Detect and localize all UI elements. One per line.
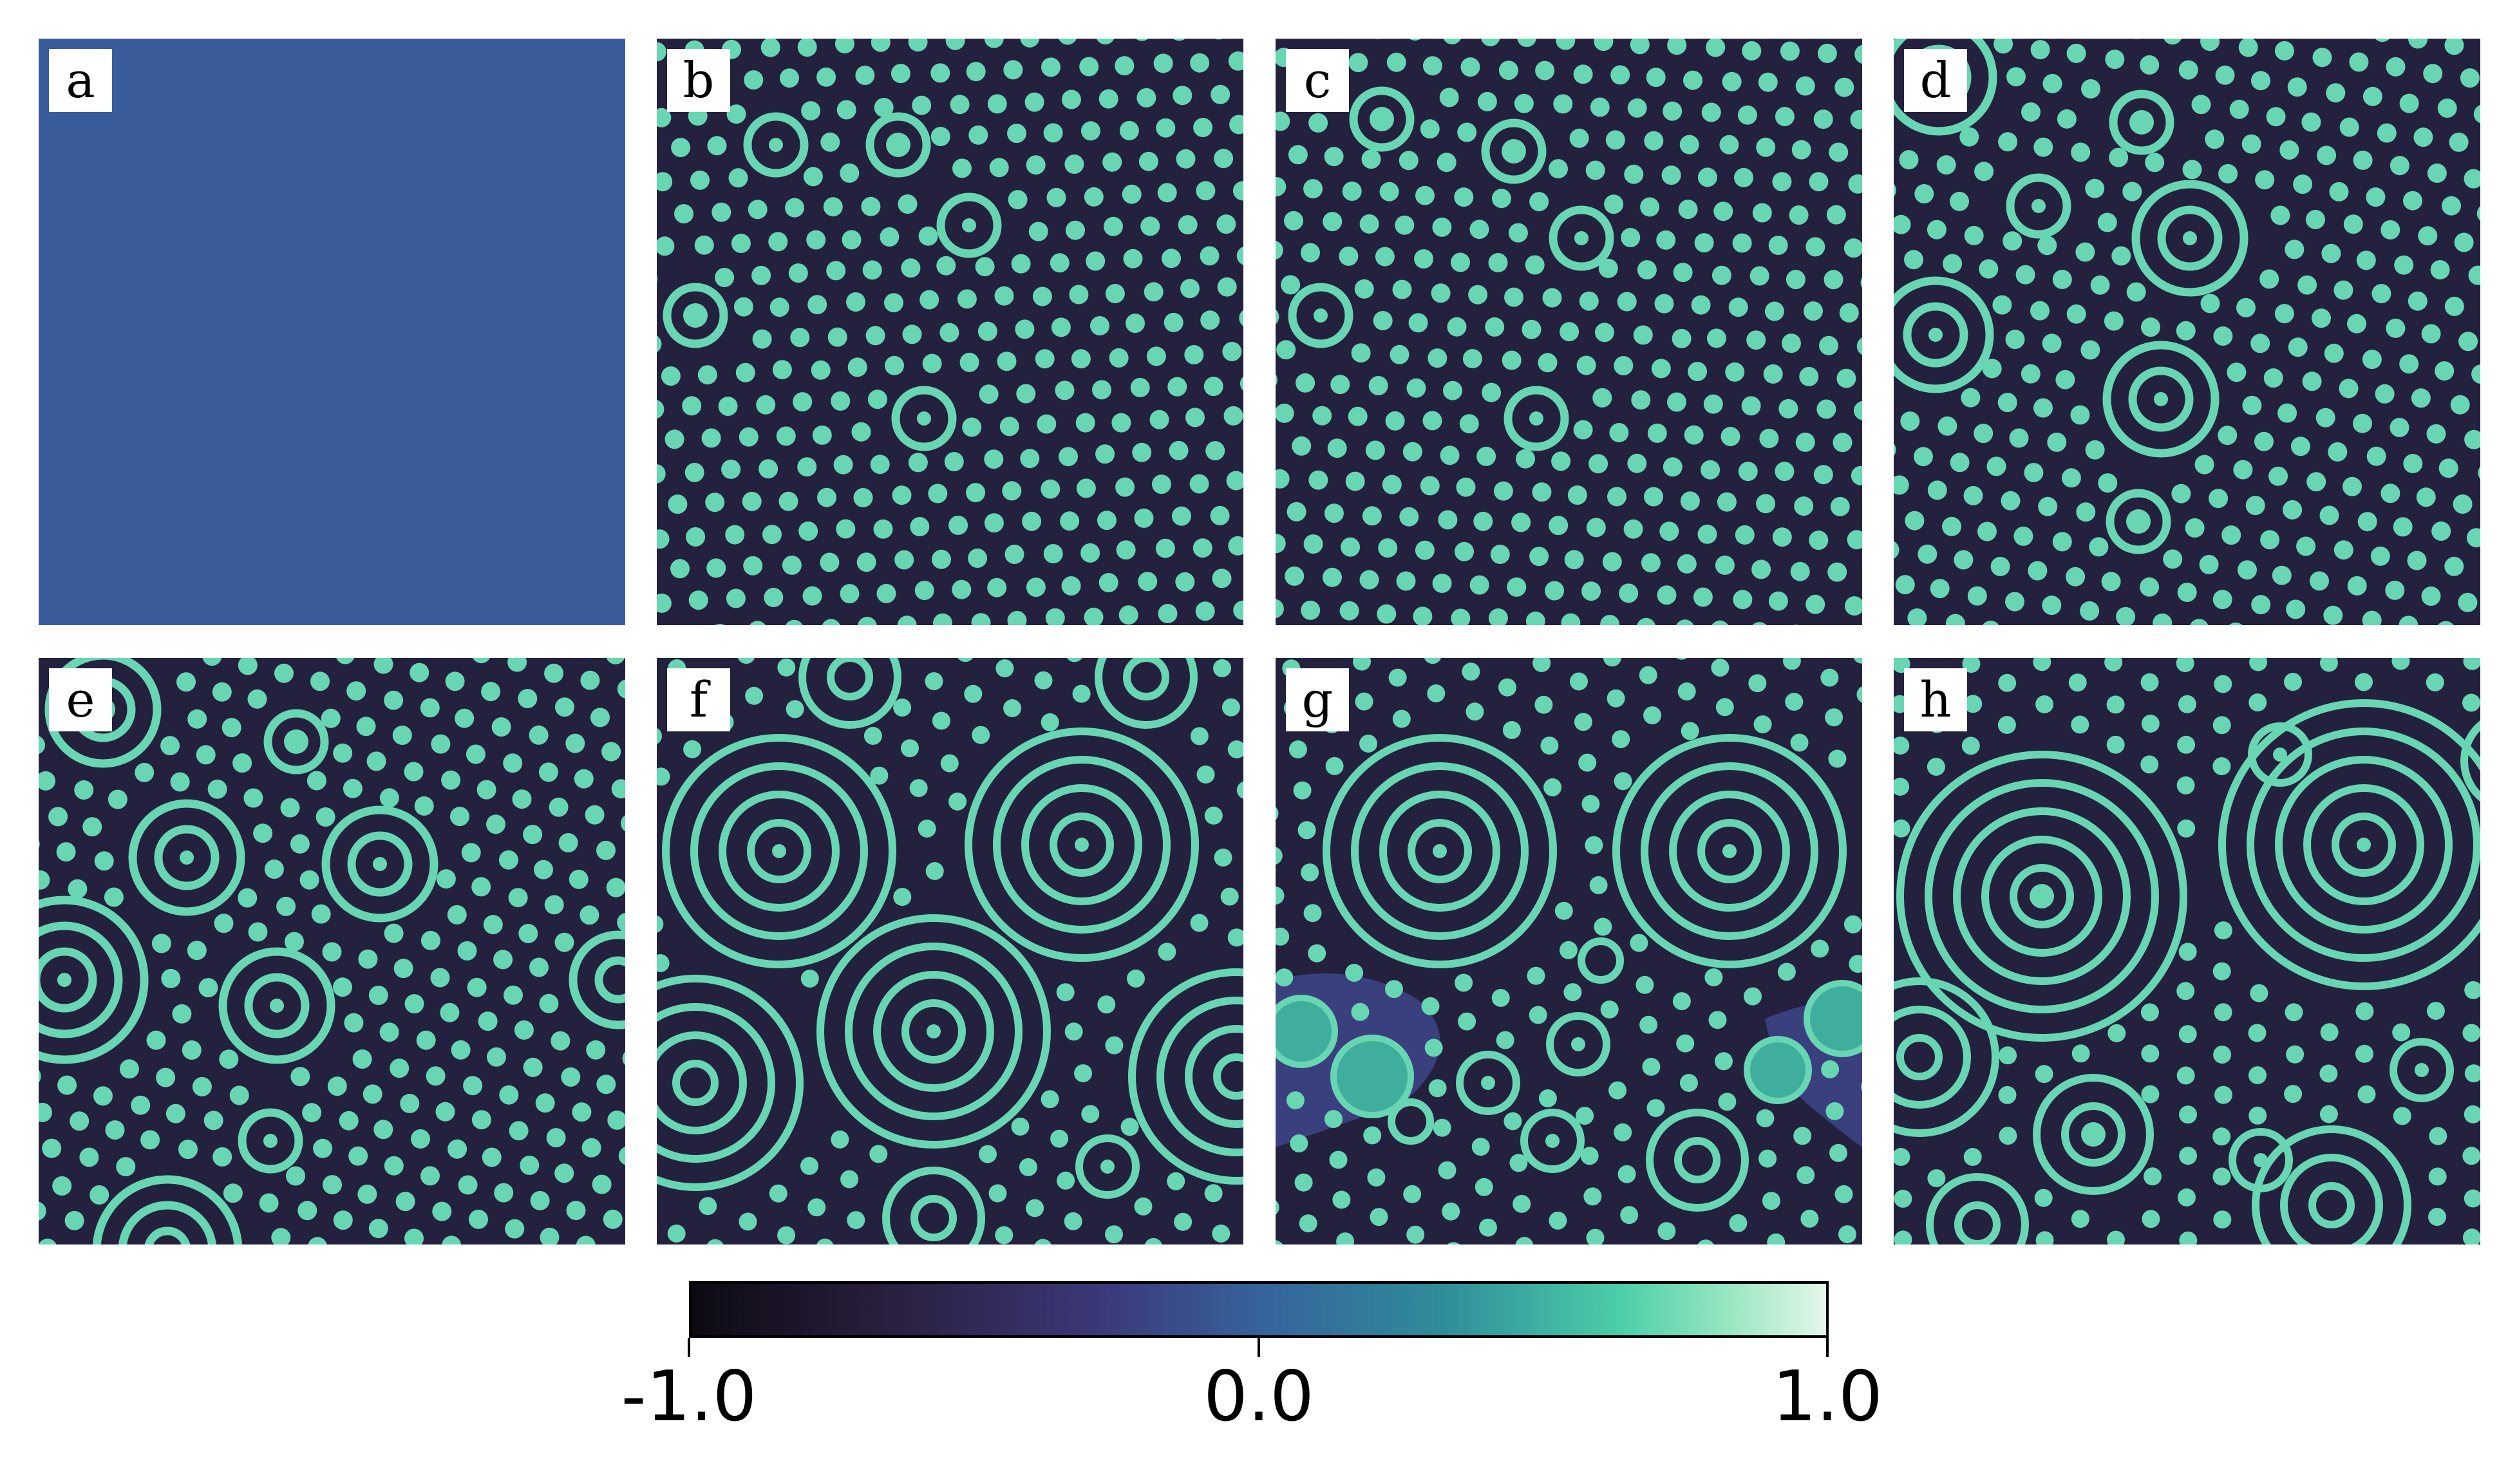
panel-a-field (39, 39, 625, 625)
panel-label: g (1286, 668, 1349, 731)
panel-label: f (667, 668, 730, 731)
colorbar-tick-label: -1.0 (621, 1357, 757, 1437)
panel-h-field (1894, 658, 2480, 1244)
panel-c-field (1276, 39, 1862, 625)
colorbar-tick-mark (1258, 1338, 1260, 1357)
panel-label: h (1904, 668, 1967, 731)
panel-f-field (657, 658, 1243, 1244)
panel-label: b (667, 49, 730, 112)
panel-h: h (1894, 658, 2480, 1244)
panel-c: c (1276, 39, 1862, 625)
panel-b: b (657, 39, 1243, 625)
panel-g: g (1276, 658, 1862, 1244)
panel-d-field (1894, 39, 2480, 625)
panel-a: a (39, 39, 625, 625)
panel-f: f (657, 658, 1243, 1244)
panel-label: e (49, 668, 112, 731)
panel-label: a (49, 49, 112, 112)
panel-d: d (1894, 39, 2480, 625)
colorbar-tick-mark (1826, 1338, 1829, 1357)
panel-e-field (39, 658, 625, 1244)
colorbar-tick-label: 1.0 (1772, 1357, 1883, 1437)
panel-b-field (657, 39, 1243, 625)
colorbar (689, 1281, 1829, 1338)
colorbar-tick-mark (688, 1338, 690, 1357)
panel-label: c (1286, 49, 1349, 112)
panel-e: e (39, 658, 625, 1244)
panel-g-field (1276, 658, 1862, 1244)
colorbar-tick-label: 0.0 (1203, 1357, 1314, 1437)
panel-label: d (1904, 49, 1967, 112)
